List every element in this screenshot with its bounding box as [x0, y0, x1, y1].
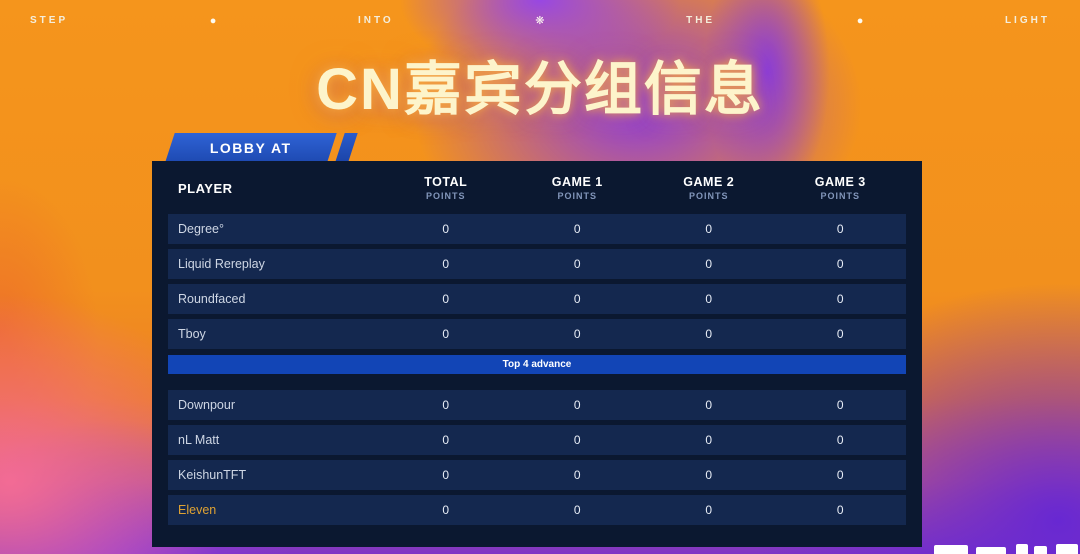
top-bar: STEP ● INTO ❋ THE ● LIGHT [0, 14, 1080, 28]
points-cell: 0 [573, 397, 581, 412]
cutoff-glyph-fragment [1016, 544, 1028, 554]
topbar-word-step: STEP [30, 15, 69, 26]
table-header-row: PLAYER TOTAL POINTS GAME 1 POINTS GAME 2… [168, 175, 906, 202]
points-cell: 0 [836, 326, 844, 341]
points-column-header: GAME 2 POINTS [643, 175, 775, 202]
table-row[interactable]: Downpour 0 0 0 0 [168, 389, 906, 420]
points-cell: 0 [442, 502, 450, 517]
table-row[interactable]: Roundfaced 0 0 0 0 [168, 283, 906, 314]
column-sublabel: POINTS [425, 190, 466, 201]
points-cell: 0 [836, 502, 844, 517]
column-label: TOTAL [424, 175, 468, 189]
points-cell: 0 [705, 326, 713, 341]
column-label: GAME 3 [814, 175, 866, 189]
player-name-cell: Degree° [178, 221, 224, 236]
points-cell: 0 [836, 291, 844, 306]
points-cell: 0 [442, 432, 450, 447]
sparkle-icon: ❋ [535, 15, 545, 27]
player-name-cell: nL Matt [178, 432, 220, 447]
page-title: CN嘉宾分组信息 [316, 57, 764, 122]
player-name-cell: Eleven [178, 502, 217, 517]
lobby-tab-shape: LOBBY AT [165, 133, 337, 162]
points-cell: 0 [836, 221, 844, 236]
table-row[interactable]: Tboy 0 0 0 0 [168, 318, 906, 349]
column-label: GAME 1 [551, 175, 603, 189]
points-cell: 0 [836, 432, 844, 447]
column-label: GAME 2 [683, 175, 735, 189]
points-cell: 0 [705, 221, 713, 236]
column-sublabel: POINTS [688, 190, 729, 201]
points-cell: 0 [442, 397, 450, 412]
points-cell: 0 [573, 432, 581, 447]
dot-icon: ● [856, 14, 864, 27]
topbar-word-into: INTO [357, 15, 394, 26]
advance-banner: Top 4 advance [168, 354, 906, 374]
cutoff-glyph-fragment [1034, 546, 1047, 554]
lobby-tab-label: LOBBY AT [210, 139, 292, 156]
column-sublabel: POINTS [820, 190, 860, 201]
lobby-tab-accent [335, 133, 358, 162]
player-name-cell: KeishunTFT [178, 467, 247, 482]
player-name-cell: Downpour [178, 397, 235, 412]
cutoff-glyph-fragment [934, 545, 968, 554]
points-cell: 0 [705, 432, 713, 447]
points-cell: 0 [442, 467, 450, 482]
topbar-word-the: THE [686, 15, 716, 26]
points-cell: 0 [442, 221, 450, 236]
player-name-cell: Liquid Rereplay [178, 256, 265, 271]
points-cell: 0 [573, 326, 581, 341]
points-column-header: TOTAL POINTS [380, 175, 512, 202]
standings-group-bottom: Downpour 0 0 0 0 nL Matt 0 0 0 0 Keishun… [152, 389, 922, 525]
points-cell: 0 [705, 467, 713, 482]
column-sublabel: POINTS [557, 190, 597, 201]
points-cell: 0 [573, 291, 581, 306]
points-column-header: GAME 3 POINTS [775, 175, 907, 202]
points-cell: 0 [836, 256, 844, 271]
points-cell: 0 [836, 467, 844, 482]
points-cell: 0 [573, 502, 581, 517]
player-column-header: PLAYER [178, 180, 233, 196]
table-row[interactable]: Degree° 0 0 0 0 [168, 213, 906, 244]
table-row[interactable]: Eleven 0 0 0 0 [168, 494, 906, 525]
cutoff-text-fragments [930, 543, 1080, 554]
points-cell: 0 [573, 256, 581, 271]
points-column-header: GAME 1 POINTS [512, 175, 644, 202]
points-cell: 0 [442, 291, 450, 306]
table-row[interactable]: KeishunTFT 0 0 0 0 [168, 459, 906, 490]
points-cell: 0 [705, 397, 713, 412]
table-row[interactable]: nL Matt 0 0 0 0 [168, 424, 906, 455]
points-cell: 0 [573, 221, 581, 236]
player-name-cell: Roundfaced [178, 291, 246, 306]
points-cell: 0 [442, 256, 450, 271]
table-row[interactable]: Liquid Rereplay 0 0 0 0 [168, 248, 906, 279]
points-cell: 0 [442, 326, 450, 341]
points-cell: 0 [573, 467, 581, 482]
points-cell: 0 [705, 291, 713, 306]
points-cell: 0 [836, 397, 844, 412]
points-cell: 0 [705, 256, 713, 271]
dot-icon: ● [209, 14, 217, 27]
topbar-word-light: LIGHT [1004, 15, 1050, 26]
standings-group-top: Degree° 0 0 0 0 Liquid Rereplay 0 0 0 0 … [152, 213, 922, 349]
cutoff-glyph-fragment [1056, 544, 1078, 554]
cutoff-glyph-fragment [976, 547, 1006, 554]
player-name-cell: Tboy [178, 326, 206, 341]
points-cell: 0 [705, 502, 713, 517]
scoreboard-panel: PLAYER TOTAL POINTS GAME 1 POINTS GAME 2… [152, 161, 922, 547]
